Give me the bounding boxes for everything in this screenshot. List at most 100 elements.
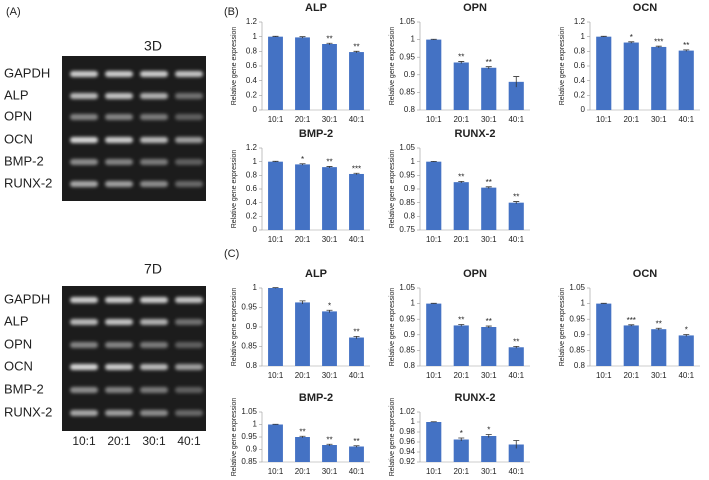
x-tick-label: 20:1 bbox=[623, 115, 639, 124]
bar bbox=[268, 288, 283, 366]
y-tick-label: 0.85 bbox=[241, 342, 257, 351]
gel-band bbox=[175, 114, 203, 120]
error-bar bbox=[628, 324, 635, 327]
error-bar bbox=[683, 334, 690, 337]
y-tick-label: 0.95 bbox=[399, 52, 415, 61]
x-tick-label: 40:1 bbox=[349, 115, 365, 124]
gel-band bbox=[70, 159, 98, 165]
y-tick-label: 1 bbox=[411, 35, 416, 44]
significance: ** bbox=[326, 435, 332, 444]
y-tick-label: 0.95 bbox=[399, 314, 415, 323]
significance: ** bbox=[326, 158, 332, 167]
gel-band bbox=[140, 93, 168, 99]
significance: * bbox=[630, 33, 633, 42]
panel-label: (C) bbox=[224, 248, 239, 260]
gel-band bbox=[140, 71, 168, 77]
y-tick-label: 0.96 bbox=[399, 437, 415, 446]
error-bar bbox=[458, 437, 465, 441]
y-tick-label: 0.2 bbox=[574, 90, 586, 99]
gel-band bbox=[105, 297, 133, 303]
x-tick-label: 10:1 bbox=[426, 371, 442, 380]
significance: ** bbox=[353, 327, 359, 336]
gel-title: 7D bbox=[144, 261, 162, 277]
y-tick-label: 0.85 bbox=[399, 88, 415, 97]
bar bbox=[426, 161, 442, 230]
y-tick-label: 1 bbox=[253, 32, 258, 41]
y-tick-label: 0.9 bbox=[404, 330, 416, 339]
error-bar bbox=[299, 163, 306, 166]
x-tick-label: 20:1 bbox=[623, 371, 639, 380]
error-bar bbox=[299, 36, 306, 39]
gel-band bbox=[175, 93, 203, 99]
gel-band bbox=[105, 137, 133, 143]
significance: * bbox=[460, 429, 463, 438]
error-bar bbox=[353, 335, 360, 339]
bar bbox=[295, 164, 310, 230]
significance: ** bbox=[458, 172, 464, 181]
y-tick-label: 1.05 bbox=[399, 143, 415, 152]
y-tick-label: 0 bbox=[253, 225, 258, 234]
significance: * bbox=[301, 155, 304, 164]
y-tick-label: 0.75 bbox=[399, 225, 415, 234]
y-axis-label: Relative gene expression bbox=[389, 398, 396, 477]
y-tick-label: 0.8 bbox=[574, 46, 586, 55]
gel-band bbox=[105, 181, 133, 187]
significance: ** bbox=[486, 178, 492, 187]
y-tick-label: 1.2 bbox=[246, 17, 258, 26]
bar bbox=[349, 446, 364, 462]
gel-band bbox=[175, 364, 203, 370]
x-tick-label: 40:1 bbox=[508, 371, 524, 380]
x-tick-label: 10:1 bbox=[268, 115, 284, 124]
bar bbox=[453, 182, 469, 230]
error-bar bbox=[272, 287, 279, 289]
lane-label: 30:1 bbox=[142, 434, 166, 448]
y-axis-label: Relative gene expression bbox=[389, 27, 396, 106]
gene-label: OCN bbox=[4, 358, 33, 373]
chart-title: RUNX-2 bbox=[455, 128, 496, 140]
y-tick-label: 1 bbox=[411, 417, 416, 426]
x-tick-label: 30:1 bbox=[322, 235, 338, 244]
x-tick-label: 20:1 bbox=[453, 467, 469, 476]
gel-band bbox=[70, 71, 98, 77]
y-tick-label: 1.05 bbox=[399, 283, 415, 292]
bar bbox=[322, 311, 337, 366]
gel-band bbox=[105, 114, 133, 120]
chart-title: BMP-2 bbox=[299, 392, 333, 404]
error-bar bbox=[485, 325, 492, 328]
y-tick-label: 0.4 bbox=[574, 76, 586, 85]
y-tick-label: 0 bbox=[253, 105, 258, 114]
gel-band bbox=[105, 159, 133, 165]
y-tick-label: 0.85 bbox=[399, 346, 415, 355]
chart-title: BMP-2 bbox=[299, 128, 333, 140]
x-tick-label: 10:1 bbox=[268, 371, 284, 380]
y-tick-label: 0.94 bbox=[399, 447, 415, 456]
x-tick-label: 40:1 bbox=[508, 115, 524, 124]
gel-band bbox=[175, 319, 203, 325]
bar bbox=[322, 445, 337, 462]
y-axis-label: Relative gene expression bbox=[389, 288, 396, 367]
gene-label: ALP bbox=[4, 87, 29, 102]
x-tick-label: 10:1 bbox=[268, 235, 284, 244]
lane-label: 20:1 bbox=[107, 434, 131, 448]
gene-label: GAPDH bbox=[4, 65, 50, 80]
bar bbox=[322, 167, 337, 230]
error-bar bbox=[326, 42, 333, 45]
x-tick-label: 30:1 bbox=[322, 467, 338, 476]
y-tick-label: 0.6 bbox=[246, 61, 258, 70]
chart-title: ALP bbox=[305, 268, 327, 280]
x-tick-label: 20:1 bbox=[295, 235, 311, 244]
lane-label: 40:1 bbox=[177, 434, 201, 448]
x-tick-label: 40:1 bbox=[349, 235, 365, 244]
x-tick-label: 40:1 bbox=[508, 235, 524, 244]
significance: ** bbox=[353, 42, 359, 51]
error-bar bbox=[430, 302, 437, 304]
x-tick-label: 20:1 bbox=[453, 115, 469, 124]
x-tick-label: 30:1 bbox=[322, 371, 338, 380]
y-tick-label: 1.05 bbox=[241, 407, 257, 416]
chart-title: OPN bbox=[463, 2, 487, 14]
bar bbox=[481, 67, 497, 110]
bar bbox=[481, 187, 497, 230]
y-axis-label: Relative gene expression bbox=[231, 398, 238, 477]
chart-title: OPN bbox=[463, 268, 487, 280]
